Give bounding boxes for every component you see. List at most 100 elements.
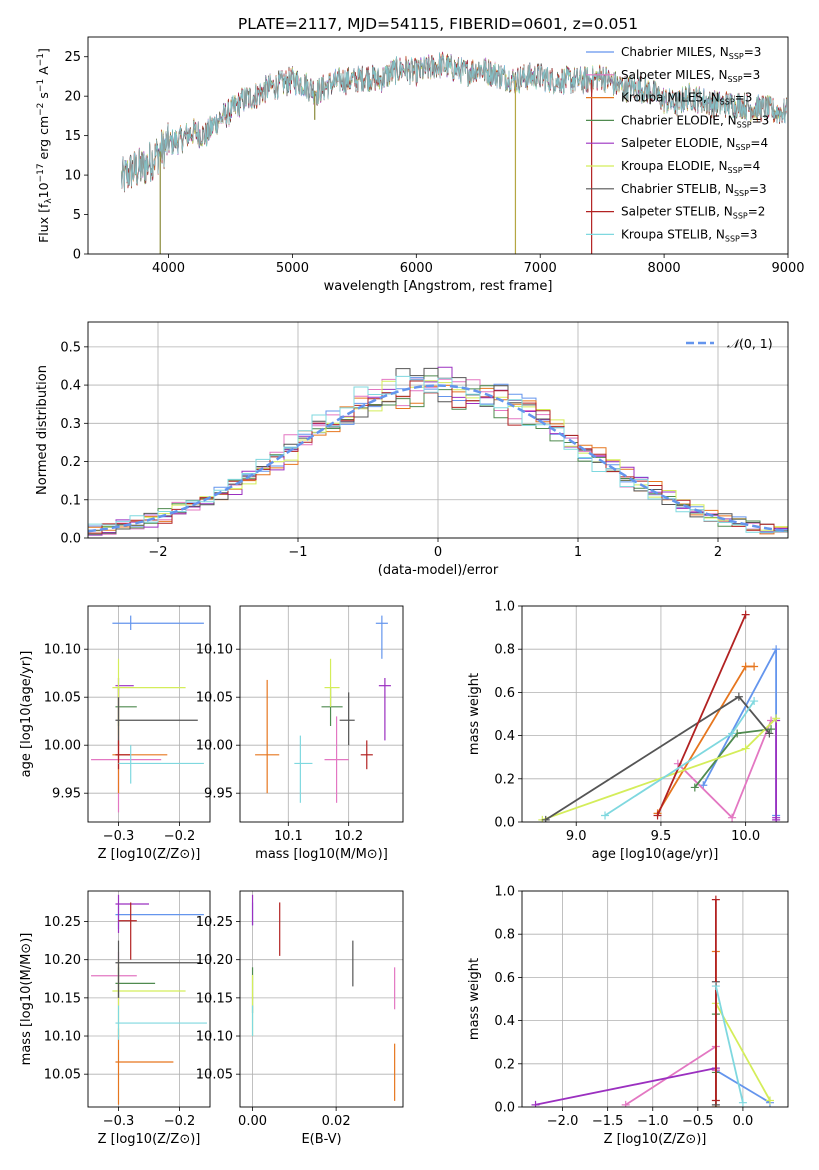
- weight-marker: [765, 1096, 774, 1105]
- legend-entry: Chabrier MILES, NSSP=3: [621, 45, 761, 61]
- weight-marker: [711, 895, 720, 904]
- weight-marker: [734, 692, 743, 701]
- y-axis-label: mass weight: [467, 673, 482, 755]
- errorbar-point: [115, 894, 149, 933]
- legend-entry: Salpeter ELODIE, NSSP=4: [621, 136, 768, 152]
- y-tick-label: 10.05: [44, 691, 81, 706]
- y-tick-label: 10.10: [196, 643, 233, 658]
- y-tick-label: 0.3: [60, 417, 81, 432]
- y-tick-label: 10.05: [196, 1068, 233, 1083]
- x-tick-label: −0.2: [164, 829, 196, 844]
- errorbar-point: [115, 940, 201, 998]
- y-tick-label: 10.00: [196, 739, 233, 754]
- axes-frame: [239, 890, 404, 1108]
- y-tick-label: 10.05: [196, 691, 233, 706]
- plot-area: [121, 51, 787, 254]
- legend-entry: 𝒩(0, 1): [727, 336, 773, 351]
- axes-frame: [521, 605, 789, 823]
- y-tick-label: 0.6: [494, 686, 515, 701]
- y-tick-label: 10.00: [44, 739, 81, 754]
- legend-entry: Kroupa ELODIE, NSSP=4: [621, 159, 760, 175]
- x-tick-label: −0.3: [103, 1114, 135, 1129]
- y-tick-label: 1.0: [494, 885, 515, 900]
- weight-line: [545, 695, 771, 821]
- y-tick-label: 0.0: [494, 816, 515, 831]
- y-tick-label: 0.4: [494, 729, 515, 744]
- x-tick-label: −2: [148, 545, 167, 560]
- y-tick-label: 10.10: [196, 1030, 233, 1045]
- weight-marker: [601, 811, 610, 820]
- x-axis-label: Z [log10(Z/Z⊙)]: [98, 1132, 201, 1147]
- x-axis-label: mass [log10(M/M⊙)]: [255, 847, 388, 862]
- y-tick-label: 0.2: [60, 455, 81, 470]
- x-tick-label: −2.0: [547, 1114, 579, 1129]
- weight-marker: [741, 610, 750, 619]
- weight-marker: [750, 662, 759, 671]
- errorbar-point: [115, 906, 204, 930]
- errorbar-point: [294, 735, 313, 803]
- axes-frame: [87, 36, 789, 255]
- weight-marker: [690, 783, 699, 792]
- y-axis-label: age [log10(age/yr)]: [19, 651, 34, 778]
- y-axis-label: mass [log10(M/M⊙)]: [19, 933, 34, 1066]
- errorbar-point: [112, 687, 168, 794]
- figure-title: PLATE=2117, MJD=54115, FIBERID=0601, z=0…: [238, 15, 638, 33]
- x-tick-label: −1.5: [592, 1114, 624, 1129]
- panel-massweight_vs_Z: −2.0 −1.5 −1.0 −0.5 0.0 0.0 0.2 0.4 0.6 0.8 1.0 Z […: [467, 885, 789, 1147]
- weight-line: [535, 1067, 717, 1106]
- x-tick-label: −0.2: [164, 1114, 196, 1129]
- legend-entry: Salpeter STELIB, NSSP=2: [621, 205, 765, 221]
- legend-entry: Kroupa STELIB, NSSP=3: [621, 227, 758, 243]
- x-tick-label: 0.0: [733, 1114, 754, 1129]
- axes-frame: [87, 605, 211, 823]
- x-tick-label: 0.02: [322, 1114, 351, 1129]
- y-tick-label: 5: [73, 208, 81, 223]
- y-tick-label: 10.10: [44, 643, 81, 658]
- plot-area: [538, 610, 781, 822]
- weight-line: [625, 1044, 717, 1106]
- panel-mass_vs_EBV: 0.00 0.02 10.05 10.10 10.15 10.20 10.25 E(B-V): [196, 890, 404, 1147]
- panel-mass_vs_Z: −0.3 −0.2 10.05 10.10 10.15 10.20 10.25 Z [log1…: [19, 890, 211, 1147]
- y-tick-label: 10.15: [44, 991, 81, 1006]
- weight-marker: [772, 714, 781, 723]
- x-axis-label: wavelength [Angstrom, rest frame]: [324, 279, 553, 294]
- weight-marker: [653, 811, 662, 820]
- y-tick-label: 10: [64, 169, 81, 184]
- weight-marker: [772, 645, 781, 654]
- weight-marker: [741, 744, 750, 753]
- x-tick-label: 8000: [648, 261, 681, 276]
- y-axis-label: mass weight: [467, 958, 482, 1040]
- panel-residuals: −2 −1 0 1 2 0.0 0.1 0.2 0.3 0.4 0.5 (data-model)/er…: [35, 321, 789, 578]
- y-tick-label: 10.15: [196, 991, 233, 1006]
- axes-frame: [239, 605, 404, 823]
- x-tick-label: 5000: [276, 261, 309, 276]
- y-tick-label: 10.05: [44, 1068, 81, 1083]
- weight-marker: [772, 815, 781, 822]
- errorbar-point: [115, 740, 131, 770]
- errorbar-point: [255, 679, 280, 794]
- y-tick-label: 0.4: [494, 1014, 515, 1029]
- x-tick-label: −0.3: [103, 829, 135, 844]
- legend-entry: Salpeter MILES, NSSP=3: [621, 68, 760, 84]
- weight-line: [715, 985, 744, 1103]
- weight-line: [715, 1069, 771, 1104]
- weight-marker: [541, 815, 550, 822]
- y-tick-label: 10.10: [44, 1030, 81, 1045]
- weight-marker: [711, 1096, 720, 1105]
- y-tick-label: 0.4: [60, 379, 81, 394]
- weight-line: [604, 700, 755, 817]
- y-tick-label: 20: [64, 90, 81, 105]
- weight-marker: [728, 813, 737, 822]
- errorbar-point: [375, 615, 388, 659]
- x-tick-label: 2: [714, 545, 722, 560]
- x-tick-label: −1: [288, 545, 307, 560]
- weight-marker: [750, 697, 759, 706]
- errorbar-point: [91, 716, 162, 813]
- errorbar-point: [378, 678, 391, 741]
- x-tick-label: 10.1: [274, 829, 303, 844]
- y-tick-label: 0.6: [494, 971, 515, 986]
- x-tick-label: 6000: [400, 261, 433, 276]
- y-tick-label: 0.0: [60, 532, 81, 547]
- weight-marker: [711, 982, 720, 991]
- x-tick-label: 10.0: [731, 829, 760, 844]
